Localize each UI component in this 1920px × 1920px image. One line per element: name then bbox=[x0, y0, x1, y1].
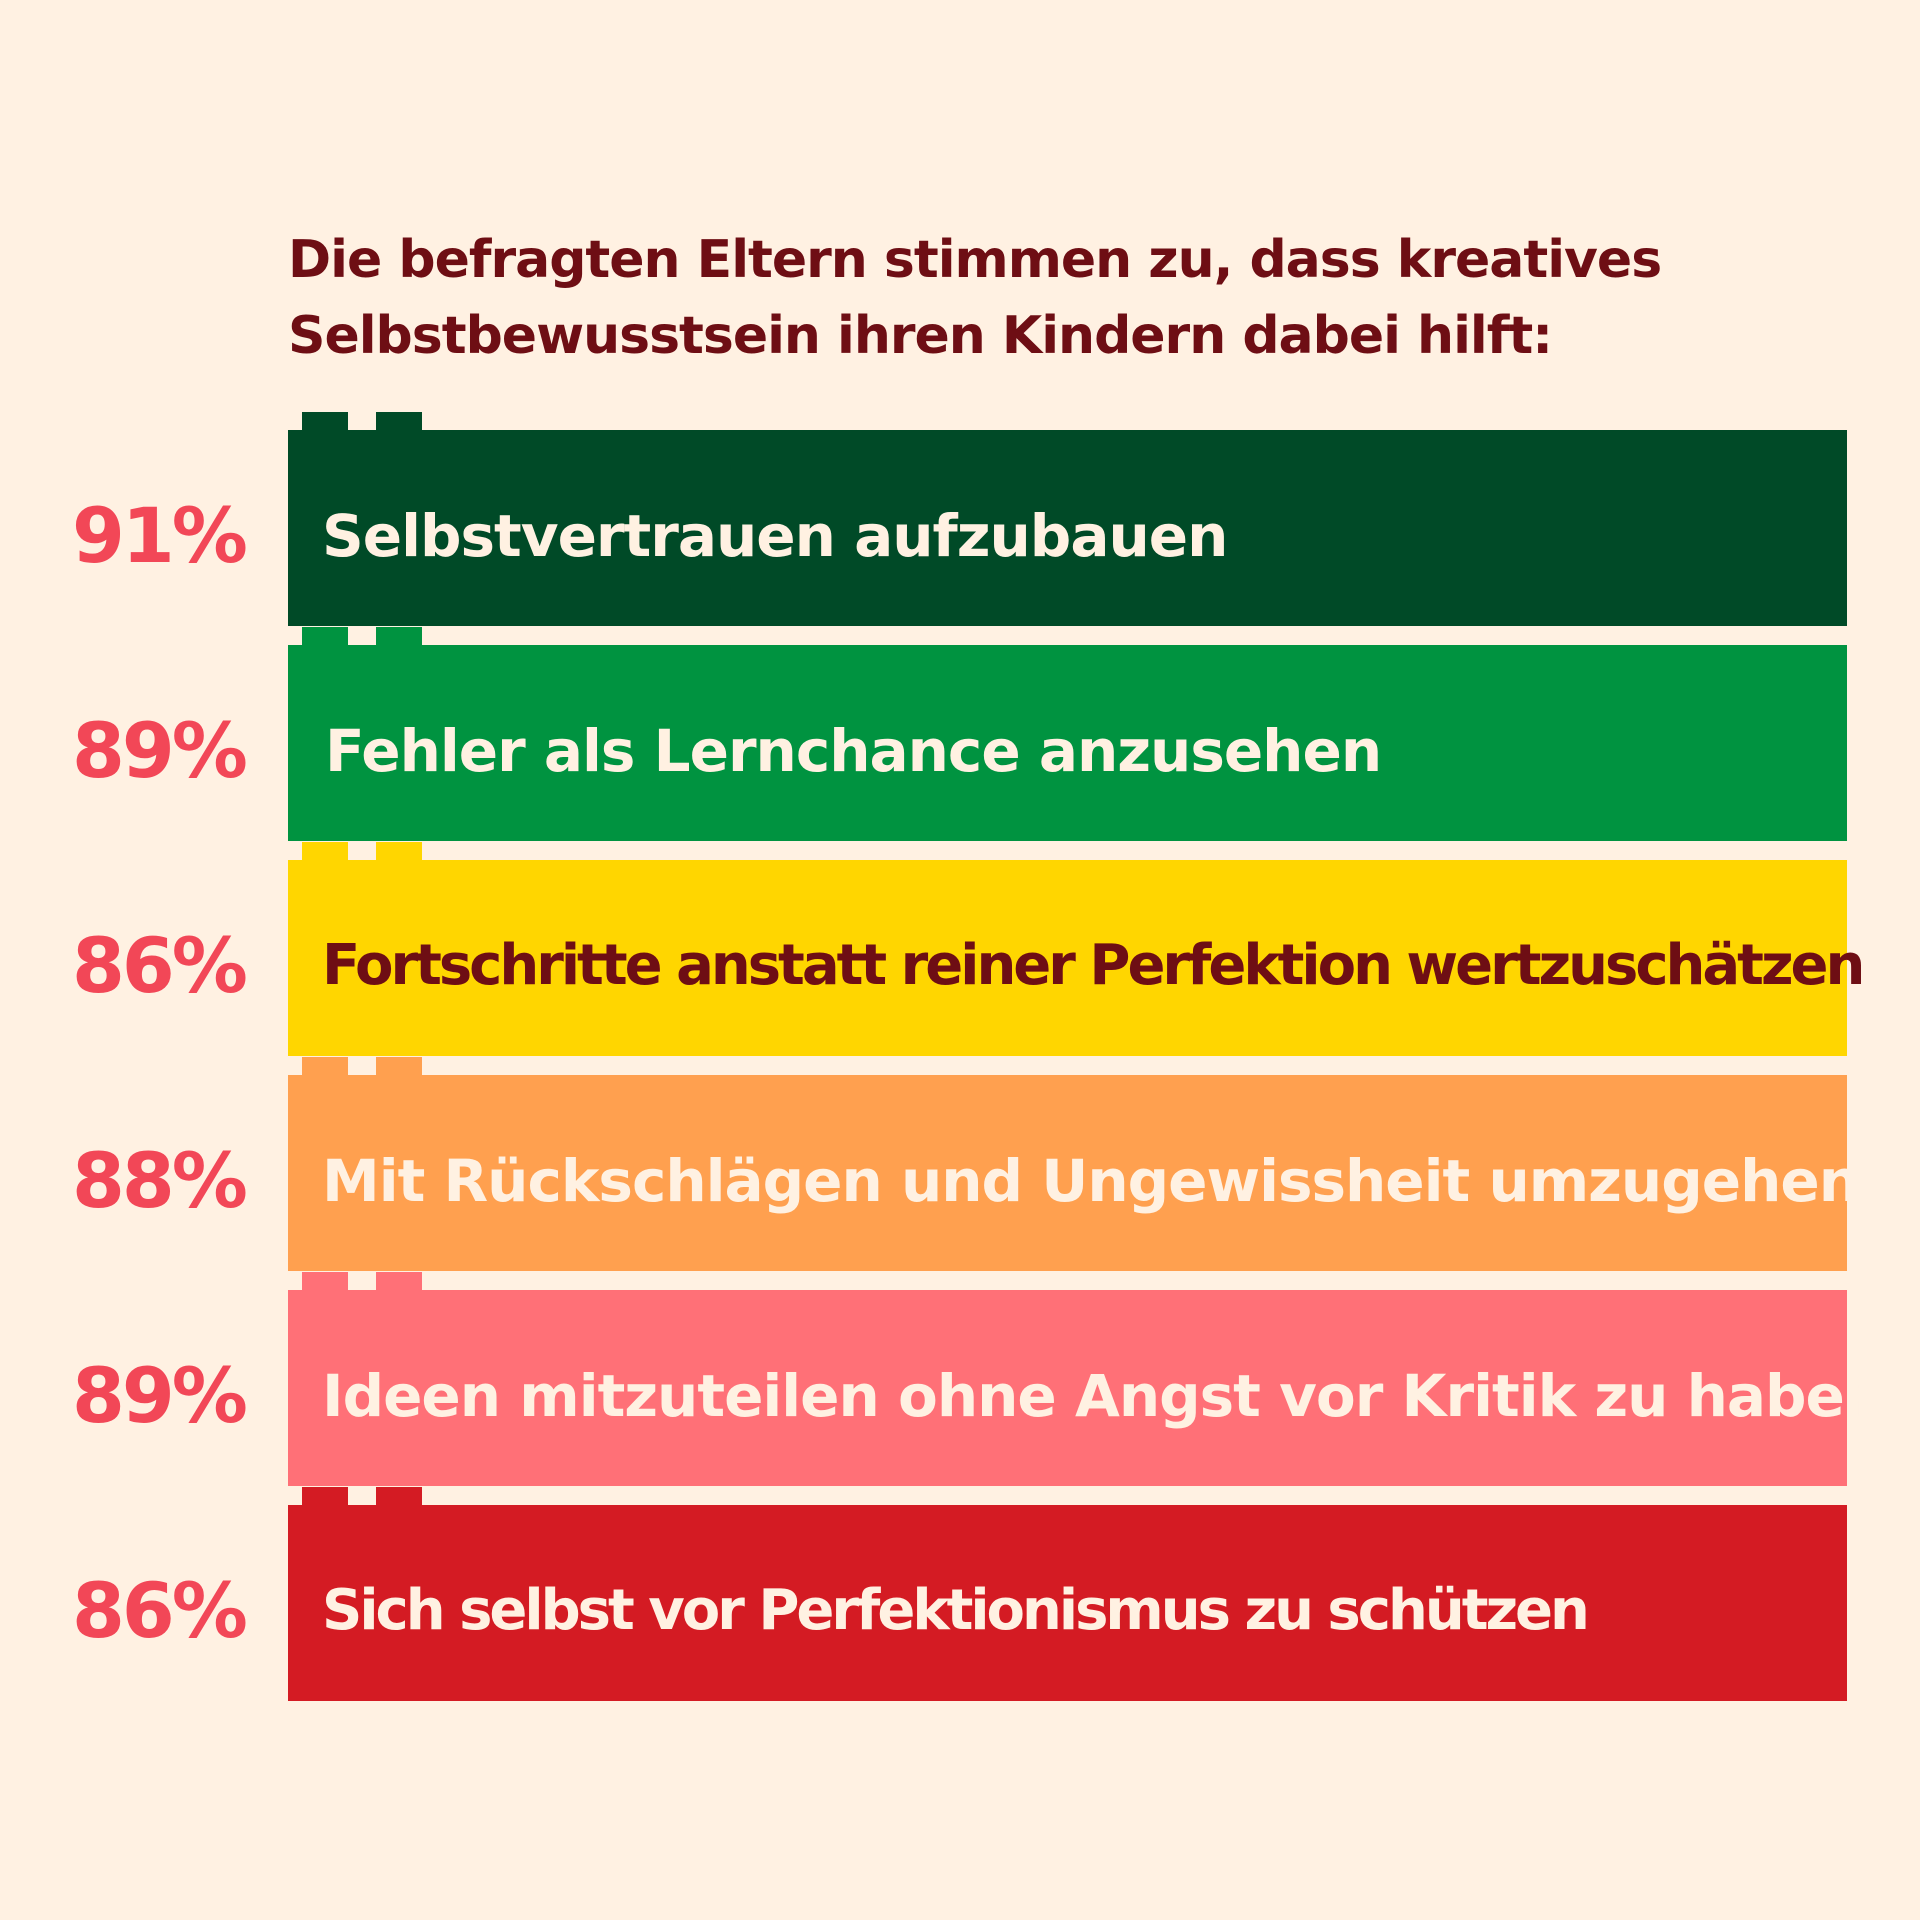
stat-row-5: 89% Ideen mitzuteilen ohne Angst vor Kri… bbox=[0, 1272, 1920, 1486]
brick-bar bbox=[288, 1075, 1847, 1271]
statement-label: Selbstvertrauen aufzubauen bbox=[322, 502, 1228, 570]
brick-bar bbox=[288, 430, 1847, 626]
percent-value: 86% bbox=[72, 1566, 248, 1655]
statement-label: Mit Rückschlägen und Ungewissheit umzuge… bbox=[322, 1147, 1860, 1215]
percent-value: 88% bbox=[72, 1136, 248, 1225]
brick-bar bbox=[288, 860, 1847, 1056]
chart-title-line-1: Die befragten Eltern stimmen zu, dass kr… bbox=[288, 230, 1662, 290]
brick-stud bbox=[376, 842, 422, 862]
chart-title-line-2: Selbstbewusstsein ihren Kindern dabei hi… bbox=[288, 306, 1553, 366]
brick-stud bbox=[302, 1272, 348, 1292]
statement-label: Fehler als Lernchance anzusehen bbox=[325, 717, 1382, 785]
percent-value: 89% bbox=[72, 706, 248, 795]
statement-label: Ideen mitzuteilen ohne Angst vor Kritik … bbox=[322, 1362, 1885, 1430]
stat-row-1: 91% Selbstvertrauen aufzubauen bbox=[0, 412, 1920, 626]
percent-value: 86% bbox=[72, 921, 248, 1010]
brick-stud bbox=[376, 627, 422, 647]
brick-stud bbox=[302, 627, 348, 647]
brick-bar bbox=[288, 645, 1847, 841]
stat-row-4: 88% Mit Rückschlägen und Ungewissheit um… bbox=[0, 1057, 1920, 1271]
brick-stud bbox=[376, 1057, 422, 1077]
statement-label: Sich selbst vor Perfektionismus zu schüt… bbox=[322, 1578, 1590, 1643]
brick-bar bbox=[288, 1505, 1847, 1701]
percent-value: 91% bbox=[72, 491, 248, 580]
brick-stud bbox=[376, 1487, 422, 1507]
statement-label: Fortschritte anstatt reiner Perfektion w… bbox=[322, 933, 1865, 998]
brick-stud bbox=[376, 412, 422, 432]
stat-row-2: 89% Fehler als Lernchance anzusehen bbox=[0, 627, 1920, 841]
percent-value: 89% bbox=[72, 1351, 248, 1440]
stat-row-6: 86% Sich selbst vor Perfektionismus zu s… bbox=[0, 1487, 1920, 1701]
brick-stud bbox=[302, 842, 348, 862]
brick-stud bbox=[302, 412, 348, 432]
brick-stud bbox=[302, 1057, 348, 1077]
chart-title: Die befragten Eltern stimmen zu, dass kr… bbox=[288, 222, 1848, 374]
stat-row-3: 86% Fortschritte anstatt reiner Perfekti… bbox=[0, 842, 1920, 1056]
brick-stud bbox=[302, 1487, 348, 1507]
brick-stud bbox=[376, 1272, 422, 1292]
brick-bar bbox=[288, 1290, 1847, 1486]
